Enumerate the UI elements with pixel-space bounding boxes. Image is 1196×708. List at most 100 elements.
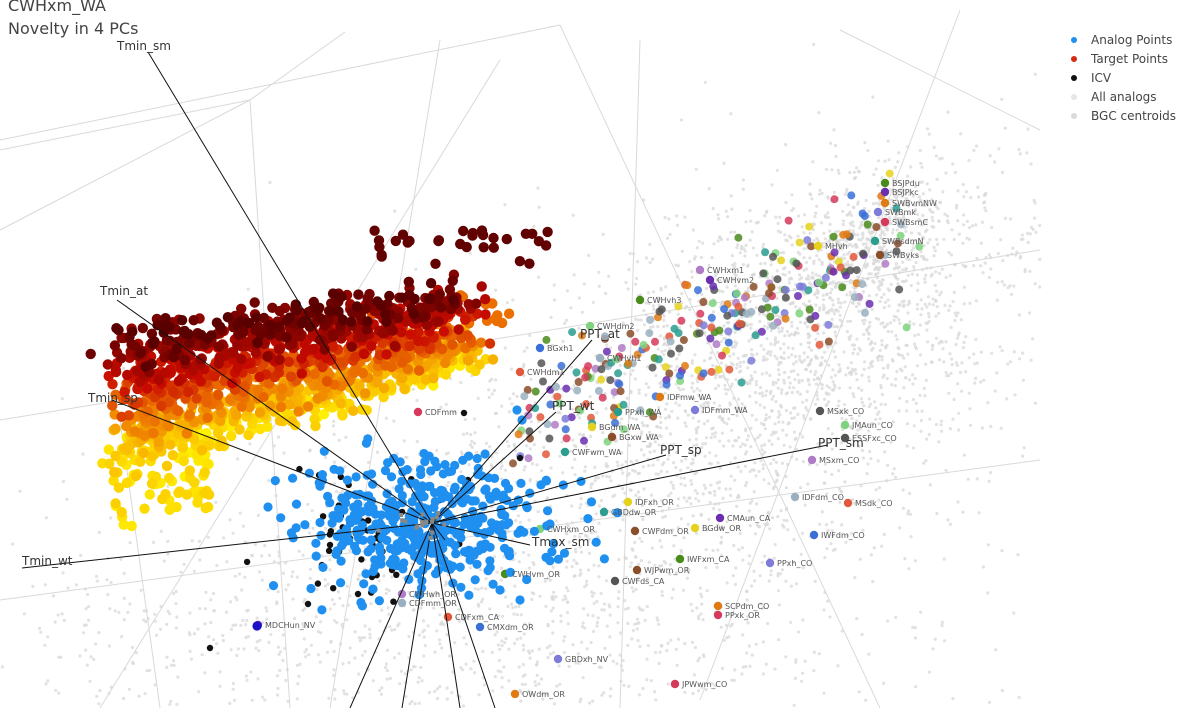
all-analog-point bbox=[929, 266, 933, 270]
all-analog-point bbox=[769, 329, 773, 333]
all-analog-point bbox=[889, 221, 893, 225]
all-analog-point bbox=[507, 530, 511, 534]
all-analog-point bbox=[297, 674, 301, 678]
all-analog-point bbox=[624, 280, 628, 285]
target-point bbox=[463, 355, 474, 366]
all-analog-point bbox=[954, 361, 959, 365]
all-analog-point bbox=[432, 606, 436, 610]
all-analog-point bbox=[812, 42, 816, 47]
all-analog-point bbox=[504, 468, 508, 472]
all-analog-point bbox=[697, 689, 701, 693]
target-point bbox=[381, 349, 392, 360]
all-analog-point bbox=[828, 386, 832, 390]
all-analog-point bbox=[800, 276, 804, 280]
all-analog-point bbox=[523, 465, 527, 469]
all-analog-point bbox=[783, 233, 787, 237]
all-analog-point bbox=[332, 649, 336, 654]
all-analog-point bbox=[706, 419, 710, 423]
all-analog-point bbox=[845, 409, 850, 413]
all-analog-point bbox=[918, 232, 922, 236]
all-analog-point bbox=[626, 473, 630, 477]
all-analog-point bbox=[500, 676, 504, 680]
all-analog-point bbox=[913, 636, 918, 640]
all-analog-point bbox=[172, 591, 176, 596]
all-analog-point bbox=[606, 464, 610, 468]
all-analog-point bbox=[225, 560, 229, 564]
all-analog-point bbox=[815, 463, 819, 467]
all-analog-point bbox=[707, 491, 712, 495]
all-analog-point bbox=[745, 598, 749, 602]
all-analog-point bbox=[999, 426, 1003, 430]
all-analog-point bbox=[773, 542, 777, 547]
all-analog-point bbox=[914, 260, 918, 265]
all-analog-point bbox=[746, 366, 750, 370]
all-analog-point bbox=[442, 623, 446, 627]
all-analog-point bbox=[569, 529, 573, 534]
all-analog-point bbox=[897, 270, 902, 275]
all-analog-point bbox=[716, 548, 720, 552]
all-analog-point bbox=[856, 428, 860, 432]
target-point bbox=[312, 393, 323, 404]
all-analog-point bbox=[790, 455, 794, 459]
all-analog-point bbox=[402, 439, 406, 443]
all-analog-point bbox=[844, 263, 848, 267]
all-analog-point bbox=[921, 255, 926, 259]
all-analog-point bbox=[659, 286, 663, 290]
all-analog-point bbox=[244, 674, 248, 678]
all-analog-point bbox=[744, 353, 748, 357]
all-analog-point bbox=[495, 630, 499, 634]
all-analog-point bbox=[858, 226, 862, 230]
all-analog-point bbox=[667, 414, 671, 418]
all-analog-point bbox=[517, 560, 521, 564]
all-analog-point bbox=[88, 679, 92, 683]
all-analog-point bbox=[857, 414, 861, 418]
all-analog-point bbox=[596, 616, 600, 620]
all-analog-point bbox=[168, 702, 172, 706]
all-analog-point bbox=[608, 694, 612, 698]
all-analog-point bbox=[640, 504, 645, 508]
all-analog-point bbox=[682, 496, 686, 500]
all-analog-point bbox=[440, 620, 444, 624]
all-analog-point bbox=[849, 223, 853, 227]
target-point bbox=[302, 401, 314, 412]
all-analog-point bbox=[634, 578, 638, 582]
all-analog-point bbox=[848, 210, 852, 214]
all-analog-point bbox=[896, 189, 900, 193]
all-analog-point bbox=[840, 523, 844, 527]
all-analog-point bbox=[943, 303, 947, 307]
all-analog-point bbox=[845, 187, 849, 192]
all-analog-point bbox=[925, 328, 929, 332]
target-point bbox=[148, 427, 159, 439]
all-analog-point bbox=[692, 397, 696, 401]
all-analog-point bbox=[1033, 282, 1037, 286]
all-analog-point bbox=[595, 620, 600, 625]
all-analog-point bbox=[877, 216, 881, 220]
all-analog-point bbox=[203, 622, 207, 626]
all-analog-point bbox=[799, 552, 803, 556]
all-analog-point bbox=[790, 320, 794, 324]
all-analog-point bbox=[849, 278, 853, 282]
all-analog-point bbox=[579, 503, 583, 507]
all-analog-point bbox=[767, 415, 772, 419]
all-analog-point bbox=[832, 349, 836, 354]
all-analog-point bbox=[691, 228, 695, 232]
all-analog-point bbox=[893, 194, 897, 198]
all-analog-point bbox=[347, 661, 351, 665]
all-analog-point bbox=[128, 602, 132, 606]
all-analog-point bbox=[934, 299, 938, 303]
all-analog-point bbox=[739, 469, 743, 473]
all-analog-point bbox=[559, 619, 563, 624]
target-point bbox=[209, 371, 220, 382]
all-analog-point bbox=[778, 572, 783, 576]
target-point bbox=[119, 386, 130, 398]
all-analog-point bbox=[692, 673, 697, 677]
all-analog-point bbox=[880, 339, 884, 343]
all-analog-point bbox=[713, 493, 717, 497]
all-analog-point bbox=[546, 622, 550, 627]
all-analog-point bbox=[709, 351, 713, 355]
all-analog-point bbox=[662, 337, 667, 341]
all-analog-point bbox=[903, 218, 908, 222]
all-analog-point bbox=[794, 436, 798, 440]
all-analog-point bbox=[532, 224, 536, 228]
